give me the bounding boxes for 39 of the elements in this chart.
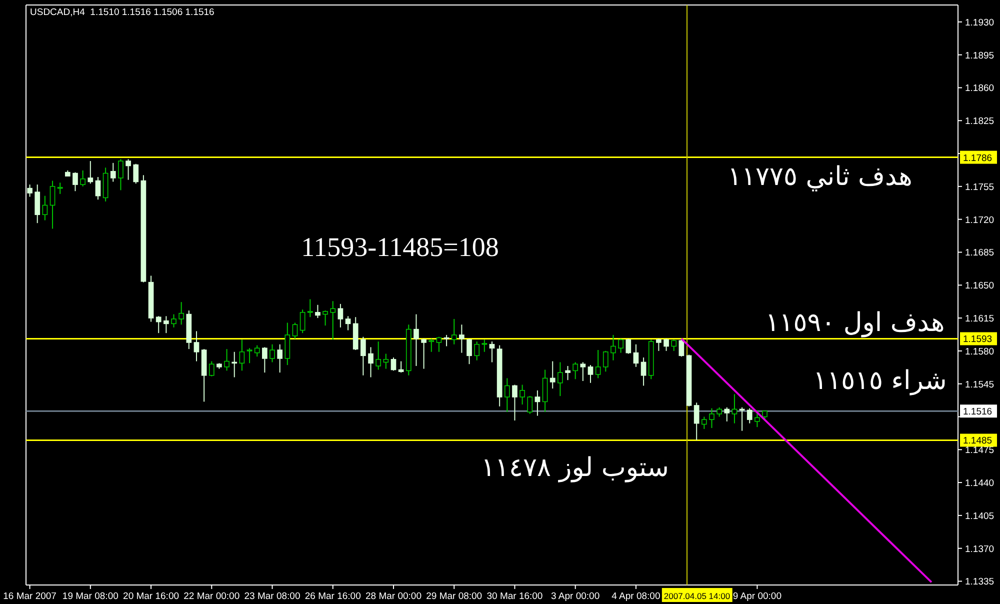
- y-tick-label: 1.1580: [965, 346, 994, 358]
- y-tick-label: 1.1755: [965, 182, 994, 193]
- x-tick-label: 23 Mar 08:00: [244, 591, 300, 602]
- y-tick-label: 1.1615: [965, 314, 994, 325]
- ref-line-label: 1.1786: [963, 152, 992, 164]
- y-tick-label: 1.1860: [965, 83, 994, 94]
- ref-line-label: 1.1516: [963, 406, 992, 418]
- y-tick-label: 1.1895: [965, 50, 994, 62]
- y-tick-label: 1.1370: [965, 544, 994, 555]
- y-tick-label: 1.1440: [965, 478, 994, 490]
- x-tick-label: 20 Mar 16:00: [123, 591, 180, 602]
- y-tick-label: 1.1825: [965, 116, 994, 128]
- x-tick-label: 26 Mar 16:00: [304, 591, 361, 602]
- y-tick-label: 1.1685: [965, 248, 994, 259]
- annotation: ستوب لوز ١١٤٧٨: [481, 453, 669, 483]
- x-tick-label: 3 Apr 00:00: [551, 591, 600, 602]
- ref-line-label: 1.1485: [963, 436, 992, 447]
- y-tick-label: 1.1930: [965, 17, 994, 28]
- annotation: 2007.04.05 14:00: [662, 588, 732, 602]
- y-tick-label: 1.1720: [965, 214, 994, 226]
- y-tick-label: 1.1650: [965, 280, 994, 292]
- y-tick-label: 1.1335: [965, 576, 994, 588]
- x-tick-label: 30 Mar 16:00: [486, 591, 543, 602]
- y-tick-label: 1.1475: [965, 445, 994, 456]
- x-tick-label: 29 Mar 08:00: [426, 591, 482, 602]
- annotation: 11593-11485=108: [301, 232, 499, 262]
- ref-line-label: 1.1593: [963, 334, 992, 346]
- x-tick-label: 4 Apr 08:00: [612, 591, 660, 602]
- y-tick-label: 1.1545: [965, 379, 994, 390]
- x-tick-label: 19 Mar 08:00: [62, 591, 118, 602]
- y-tick-label: 1.1405: [965, 510, 994, 522]
- annotation: شراء ١١٥١٥: [813, 366, 947, 396]
- annotation: هدف ثاني ١١٧٧٥: [728, 162, 912, 192]
- chart-title: USDCAD,H4 1.1510 1.1516 1.1506 1.1516: [30, 7, 214, 18]
- x-tick-label: 22 Mar 00:00: [184, 591, 240, 602]
- x-tick-label: 28 Mar 00:00: [366, 591, 422, 602]
- x-tick-label: 16 Mar 2007: [3, 591, 56, 602]
- annotation: هدف اول ١١٥٩٠: [765, 308, 945, 338]
- x-tick-label: 9 Apr 00:00: [732, 591, 782, 602]
